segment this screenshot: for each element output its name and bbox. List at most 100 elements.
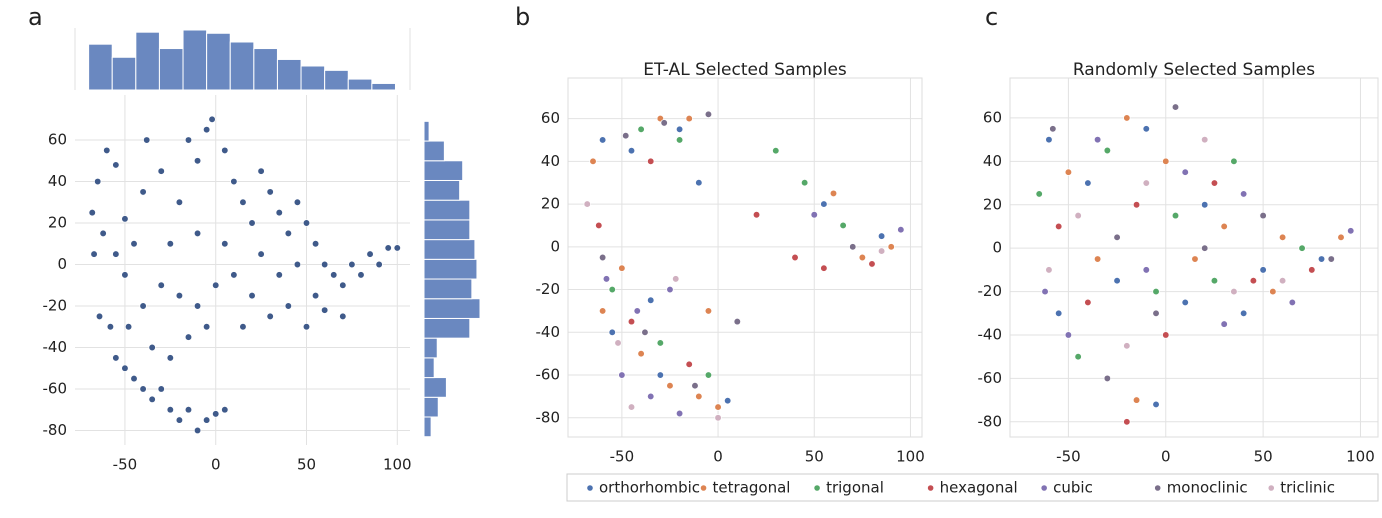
hist-bar — [423, 179, 461, 201]
point — [647, 296, 655, 304]
hist-bar — [423, 219, 471, 241]
y-tick-label: 0 — [550, 237, 560, 255]
point — [1035, 190, 1043, 198]
point — [339, 281, 347, 289]
hist-bar — [423, 317, 471, 339]
point — [598, 307, 607, 315]
point — [1142, 179, 1150, 187]
point — [752, 211, 761, 219]
point — [695, 392, 703, 401]
y-tick-label: 40 — [983, 152, 1002, 170]
point — [598, 253, 607, 262]
point — [193, 157, 202, 165]
point — [1123, 342, 1131, 350]
point — [166, 240, 174, 248]
point — [868, 260, 876, 268]
point — [175, 291, 184, 300]
point — [1103, 146, 1112, 155]
point — [1123, 418, 1131, 426]
x-tick-label: 0 — [713, 448, 723, 466]
point — [829, 189, 838, 198]
point — [1308, 266, 1316, 274]
point — [1093, 255, 1102, 263]
point — [1142, 266, 1150, 274]
point — [637, 125, 645, 133]
x-tick-label: 50 — [805, 448, 824, 466]
point — [1113, 277, 1121, 285]
point — [293, 260, 302, 269]
hist-bar — [371, 82, 396, 91]
point — [618, 371, 626, 379]
point — [193, 302, 202, 310]
point — [221, 146, 229, 155]
legend-label: monoclinic — [1167, 479, 1248, 497]
point — [1249, 277, 1258, 285]
legend-label: cubic — [1053, 479, 1093, 497]
point — [384, 244, 392, 252]
point — [1152, 287, 1160, 296]
point — [184, 333, 193, 341]
point — [99, 229, 107, 238]
point — [1132, 396, 1141, 404]
point — [321, 260, 329, 269]
point — [1278, 277, 1287, 285]
x-tick-label: 0 — [1161, 448, 1171, 466]
point — [1240, 309, 1248, 317]
y-tick-label: -60 — [43, 379, 68, 397]
point — [800, 179, 809, 187]
point — [230, 271, 238, 279]
point — [1162, 157, 1170, 165]
x-tick-label: 100 — [383, 456, 412, 474]
legend-label: hexagonal — [940, 479, 1018, 497]
point — [598, 136, 607, 144]
point — [311, 240, 320, 248]
hist-bar — [88, 43, 113, 91]
point — [1045, 135, 1053, 144]
point — [339, 312, 347, 321]
point — [1162, 331, 1170, 339]
point — [112, 354, 120, 362]
y-tick-label: -20 — [978, 282, 1003, 300]
x-tick-label: -50 — [610, 448, 635, 466]
point — [184, 136, 193, 144]
y-tick-label: -60 — [978, 369, 1003, 387]
point — [1298, 244, 1306, 252]
point — [583, 200, 591, 208]
y-tick-label: -80 — [536, 408, 561, 426]
point — [1259, 266, 1267, 274]
y-tick-label: -80 — [978, 412, 1003, 430]
x-tick-label: 100 — [896, 448, 925, 466]
chart-title: Randomly Selected Samples — [1073, 60, 1315, 80]
point — [175, 198, 184, 206]
point — [627, 147, 636, 155]
point — [112, 161, 120, 169]
point — [88, 208, 96, 217]
point — [311, 291, 320, 300]
point — [284, 302, 292, 310]
point — [90, 250, 98, 258]
point — [239, 323, 247, 331]
hist-bar — [206, 32, 231, 91]
point — [94, 177, 102, 186]
y-tick-label: 40 — [541, 152, 560, 170]
point — [275, 271, 283, 279]
point — [266, 312, 274, 321]
point — [148, 343, 156, 352]
point — [293, 198, 302, 206]
x-tick-label: 0 — [211, 456, 221, 474]
point — [704, 110, 713, 118]
y-tick-label: 20 — [983, 195, 1002, 213]
point — [1201, 244, 1209, 252]
point — [239, 198, 247, 206]
point — [820, 264, 828, 272]
point — [1103, 374, 1112, 383]
point — [1041, 287, 1049, 296]
legend-label: triclinic — [1280, 479, 1335, 497]
point — [112, 250, 120, 258]
point — [666, 382, 674, 390]
point — [257, 167, 265, 175]
point — [1171, 103, 1180, 111]
point — [121, 215, 129, 223]
point — [202, 323, 211, 331]
point — [633, 307, 641, 315]
